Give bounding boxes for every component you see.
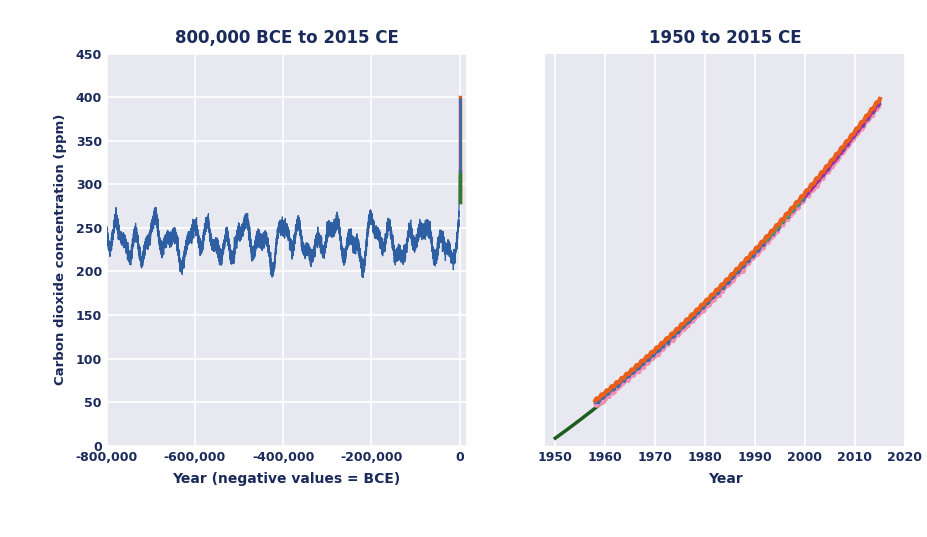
- Title: 800,000 BCE to 2015 CE: 800,000 BCE to 2015 CE: [174, 28, 398, 47]
- Y-axis label: Carbon dioxide concentration (ppm): Carbon dioxide concentration (ppm): [54, 114, 67, 386]
- Title: 1950 to 2015 CE: 1950 to 2015 CE: [648, 28, 801, 47]
- X-axis label: Year: Year: [707, 472, 742, 486]
- X-axis label: Year (negative values = BCE): Year (negative values = BCE): [172, 472, 400, 486]
